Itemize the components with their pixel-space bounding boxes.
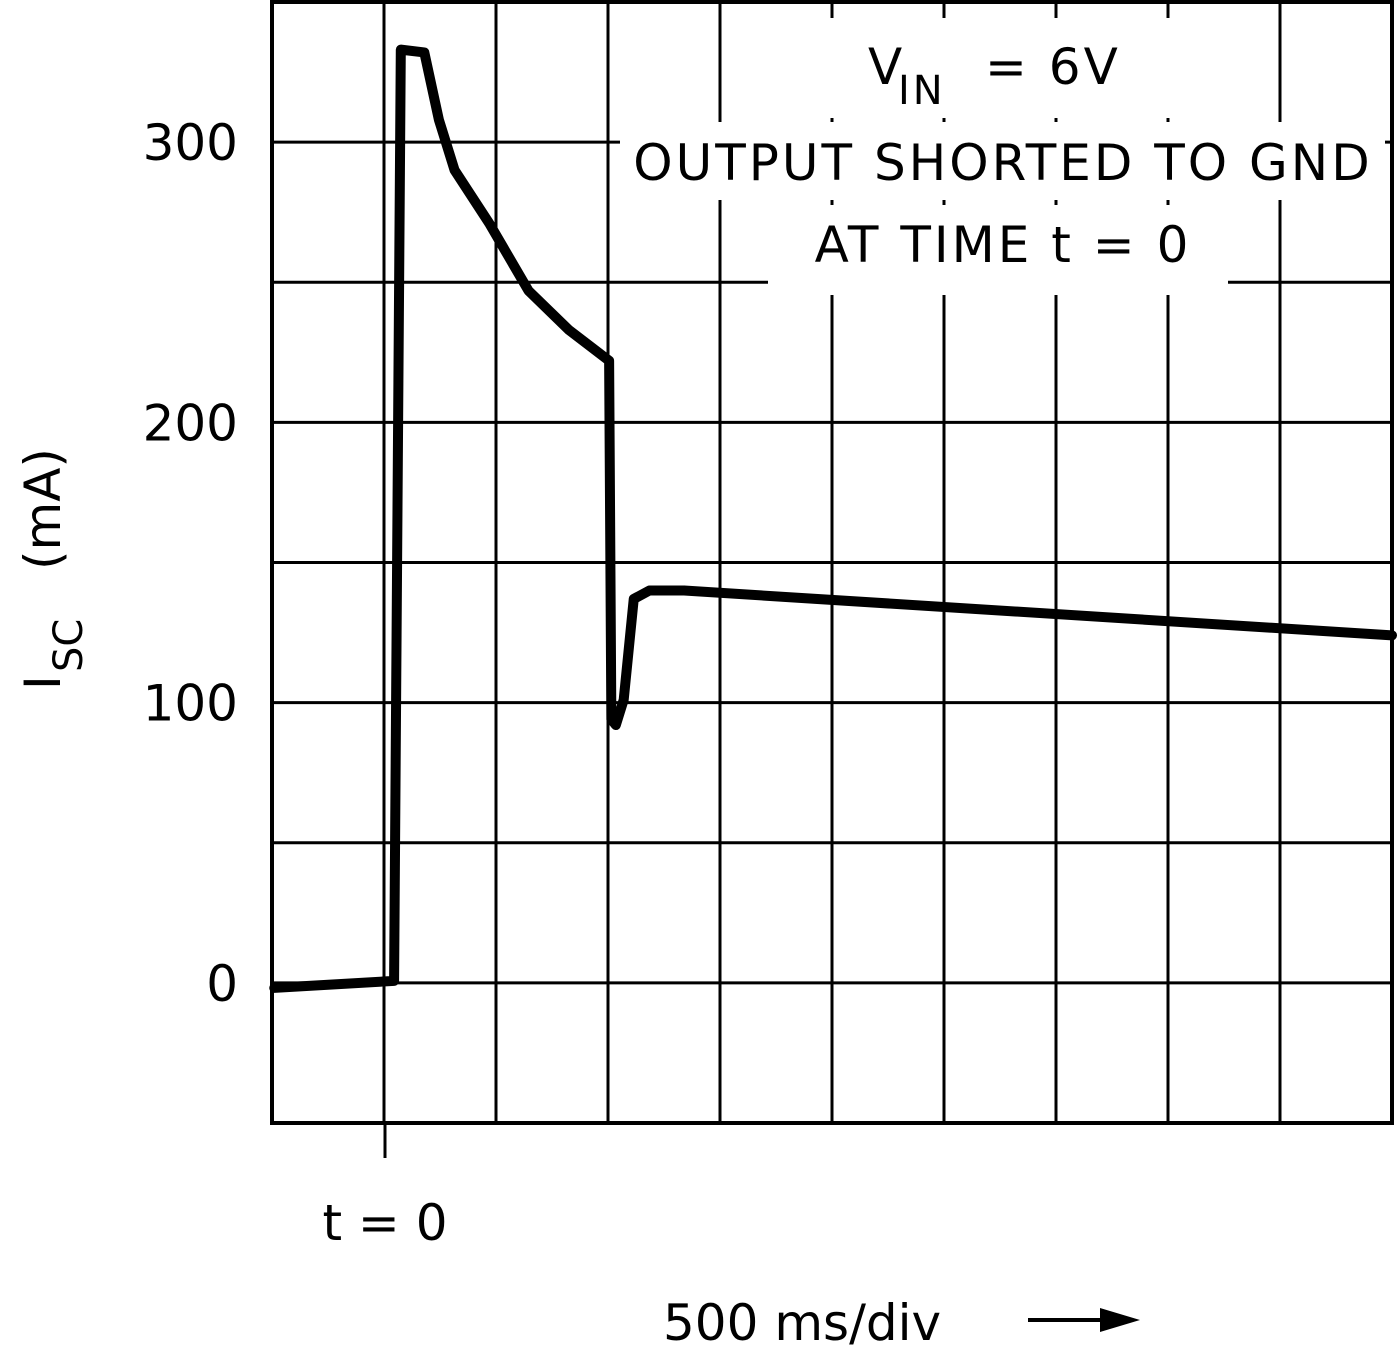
- y-tick-label: 300: [143, 114, 238, 172]
- y-tick-label: 100: [143, 675, 238, 733]
- t0-label: t = 0: [322, 1194, 447, 1252]
- x-axis-label: 500 ms/div: [663, 1294, 941, 1352]
- annotation-bg-2: [620, 122, 1385, 200]
- annotation-line2: OUTPUT SHORTED TO GND: [633, 134, 1372, 192]
- annotation-bg-1: [770, 18, 1230, 118]
- annotation-vin-value: = 6V: [985, 38, 1121, 96]
- y-axis-label: I SC (mA): [14, 448, 92, 690]
- y-tick-label: 200: [143, 394, 238, 452]
- y-axis-label-subscript: SC: [46, 619, 92, 672]
- annotation-line3: AT TIME t = 0: [815, 216, 1192, 274]
- annotation-box: V IN = 6V OUTPUT SHORTED TO GND AT TIME …: [620, 18, 1385, 295]
- plot-frame: [270, 0, 1394, 1125]
- right-arrow-icon: [1028, 1308, 1140, 1332]
- annotation-vin-label: V: [868, 38, 905, 96]
- y-tick-labels: 0 100 200 300: [143, 114, 238, 1013]
- annotation-bg-3: [768, 205, 1228, 295]
- y-axis-label-unit: (mA): [14, 448, 72, 570]
- series-line-isc: [269, 44, 1397, 993]
- y-axis-label-main: I: [14, 675, 72, 690]
- y-tick-label: 0: [206, 955, 238, 1013]
- annotation-vin-subscript: IN: [898, 68, 946, 114]
